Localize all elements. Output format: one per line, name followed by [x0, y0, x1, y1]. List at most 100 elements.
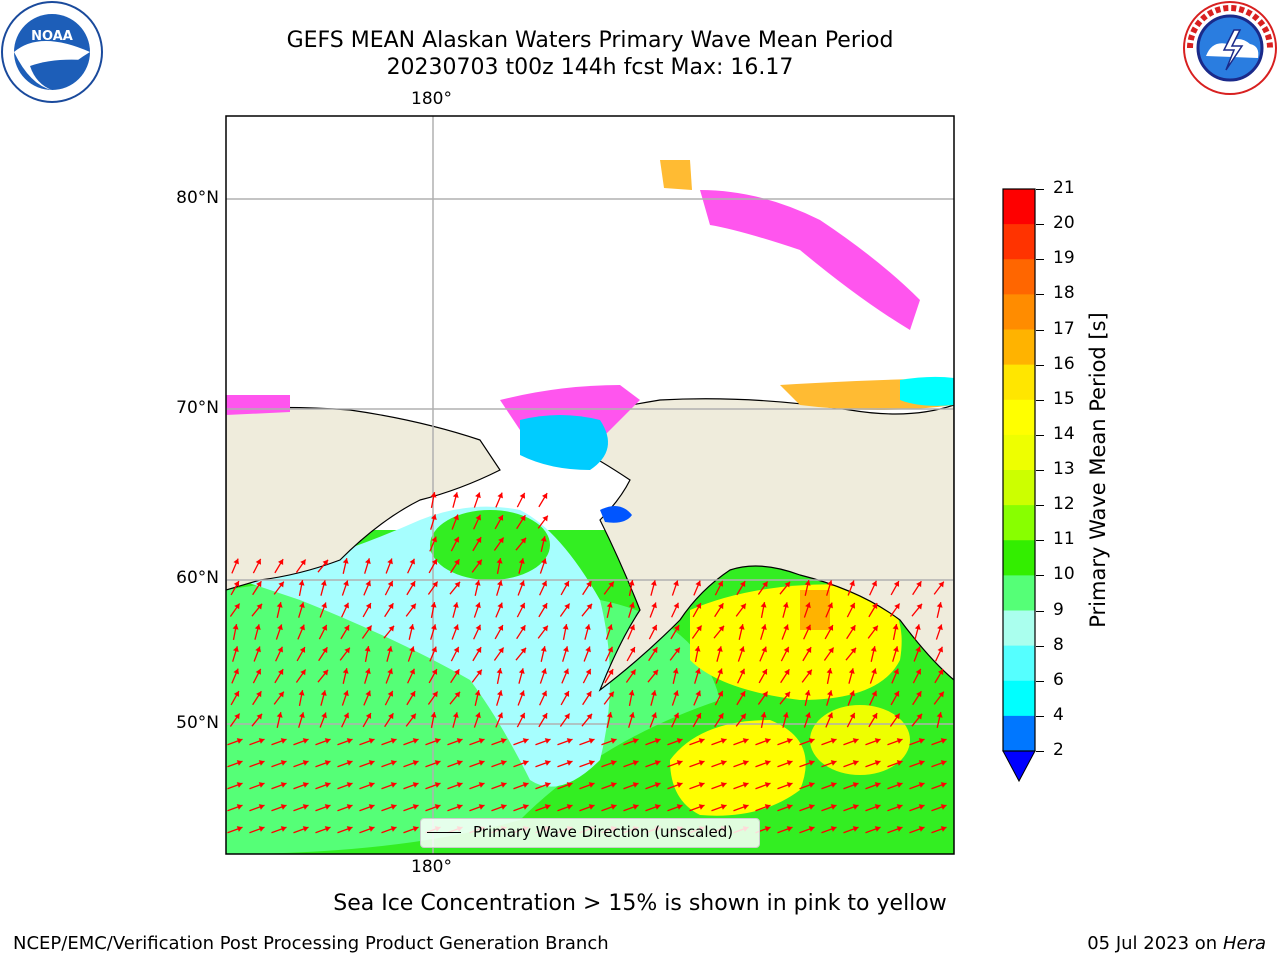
wave-arrow — [931, 826, 947, 834]
wave-arrow — [408, 624, 415, 640]
colorbar-tick-mark — [1036, 751, 1044, 752]
wave-arrow — [667, 782, 683, 790]
wave-arrow — [381, 760, 397, 768]
wave-arrow — [821, 826, 837, 834]
wave-arrow — [252, 580, 262, 596]
wave-arrow — [363, 690, 371, 706]
wave-arrow — [469, 760, 485, 768]
wave-arrow — [229, 713, 241, 727]
wave-arrow — [227, 760, 243, 768]
colorbar-tick-mark — [1036, 189, 1044, 190]
wave-arrow — [780, 646, 790, 662]
wave-arrow — [472, 536, 482, 552]
wave-arrow — [909, 738, 925, 746]
wave-arrow — [671, 602, 679, 618]
colorbar-tick-label: 4 — [1053, 704, 1064, 725]
wave-arrow — [714, 712, 724, 728]
wave-arrow — [384, 602, 394, 618]
wave-arrow — [273, 691, 285, 705]
colorbar-tick-mark — [1036, 259, 1044, 261]
wave-arrow — [293, 804, 309, 812]
wave-arrow — [649, 712, 657, 728]
wave-arrow — [232, 646, 239, 662]
colorbar-tick-label: 18 — [1053, 283, 1075, 304]
colorbar-tick-mark — [1036, 645, 1044, 647]
wave-arrow — [315, 804, 331, 812]
wave-arrow — [782, 602, 789, 618]
wave-arrow — [293, 782, 309, 790]
wave-arrow — [385, 558, 393, 574]
wave-arrow — [757, 691, 769, 705]
wave-arrow — [931, 804, 947, 812]
wave-arrow — [847, 690, 855, 706]
wave-arrow — [252, 668, 262, 684]
wave-arrow — [535, 804, 551, 812]
wave-arrow — [931, 760, 947, 768]
wave-arrow — [911, 713, 923, 727]
wave-arrow — [757, 581, 769, 595]
wave-arrow — [670, 624, 680, 640]
wave-arrow — [339, 647, 351, 661]
wave-arrow — [755, 782, 771, 790]
wave-arrow — [450, 536, 460, 552]
svg-text:NOAA: NOAA — [31, 29, 73, 44]
wave-arrow — [496, 668, 503, 684]
wave-arrow — [537, 625, 549, 639]
wave-arrow — [601, 760, 617, 768]
lat-label-70n: 70°N — [176, 398, 219, 418]
wave-arrow — [711, 760, 727, 768]
wave-arrow — [645, 782, 661, 790]
wave-arrow — [227, 826, 243, 834]
wave-arrow — [473, 624, 481, 640]
map-subtitle: 20230703 t00z 144h fcst Max: 16.17 — [386, 55, 794, 80]
wave-arrow — [230, 690, 240, 706]
wave-arrow — [584, 624, 591, 640]
colorbar-tick-label: 11 — [1053, 529, 1075, 550]
wave-arrow — [760, 712, 767, 728]
wave-arrow — [403, 804, 419, 812]
wave-arrow — [539, 668, 547, 684]
wave-arrow — [648, 624, 658, 640]
wave-arrow — [645, 760, 661, 768]
wave-arrow — [469, 738, 485, 746]
wave-arrow — [381, 804, 397, 812]
wave-arrow — [736, 580, 746, 596]
wave-arrow — [914, 624, 921, 640]
wave-arrow — [274, 668, 284, 684]
ocean-blue-chukchi — [520, 415, 608, 470]
wave-arrow — [517, 580, 525, 596]
ocean-orange-patch — [800, 590, 830, 630]
wave-arrow — [298, 712, 305, 728]
wave-arrow — [628, 602, 635, 618]
wave-arrow — [603, 581, 615, 595]
wave-arrow — [337, 760, 353, 768]
wave-arrow — [227, 782, 243, 790]
wave-arrow — [623, 738, 639, 746]
wave-arrow — [496, 580, 503, 596]
wave-arrow — [337, 804, 353, 812]
wave-arrow — [253, 646, 261, 662]
wave-arrow — [667, 804, 683, 812]
wave-arrow — [491, 804, 507, 812]
wave-arrow — [559, 713, 571, 727]
colorbar-frame — [1002, 188, 1036, 752]
wave-arrow — [557, 738, 573, 746]
wave-arrow — [626, 646, 636, 662]
wave-arrow — [298, 580, 305, 596]
wave-arrow — [320, 580, 327, 596]
wave-arrow — [865, 804, 881, 812]
wave-arrow — [579, 760, 595, 768]
wave-arrow — [909, 826, 925, 834]
colorbar-tick-label: 13 — [1053, 459, 1075, 479]
wave-arrow — [473, 492, 481, 508]
wave-arrow — [513, 760, 529, 768]
wave-arrow — [491, 782, 507, 790]
wave-arrow — [737, 646, 745, 662]
wave-arrow — [249, 804, 265, 812]
wave-arrow — [493, 647, 505, 661]
wave-arrow — [647, 669, 659, 683]
wave-arrow — [513, 738, 529, 746]
wave-arrow — [601, 738, 617, 746]
colorbar-segment — [1003, 259, 1035, 295]
wave-arrow — [869, 668, 877, 684]
